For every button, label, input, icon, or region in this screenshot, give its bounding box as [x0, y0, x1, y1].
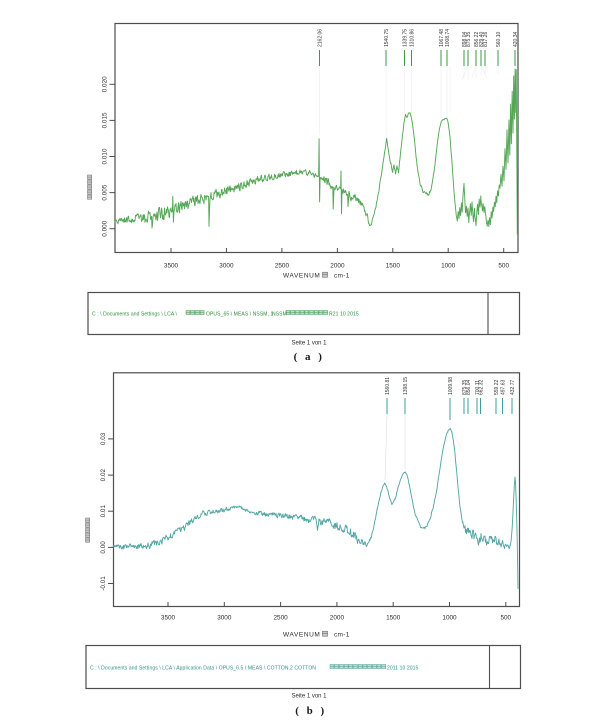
svg-text:( b ): ( b ) — [295, 705, 326, 717]
svg-text:0.00: 0.00 — [100, 541, 107, 554]
svg-text:C : \ Documents and Settings \: C : \ Documents and Settings \ LCA \ — [92, 312, 178, 318]
svg-text:1009.98: 1009.98 — [448, 377, 454, 395]
svg-text:cm-1: cm-1 — [334, 632, 350, 639]
svg-text:1000: 1000 — [442, 614, 457, 621]
svg-text:0.000: 0.000 — [102, 220, 109, 236]
svg-text:1500: 1500 — [386, 263, 401, 270]
svg-text:0.015: 0.015 — [102, 112, 109, 128]
svg-text:2000: 2000 — [330, 263, 345, 270]
svg-text:0.02: 0.02 — [100, 468, 107, 481]
svg-text:( a ): ( a ) — [294, 351, 325, 363]
svg-text:2162.06: 2162.06 — [318, 29, 324, 47]
svg-text:1398.15: 1398.15 — [403, 377, 409, 395]
svg-text:1560.81: 1560.81 — [385, 377, 391, 395]
svg-text:898.04: 898.04 — [462, 31, 468, 47]
svg-text:2500: 2500 — [275, 263, 290, 270]
svg-text:-0.01: -0.01 — [100, 576, 107, 591]
svg-text:856.04: 856.04 — [466, 379, 472, 395]
svg-text:3500: 3500 — [164, 263, 179, 270]
svg-text:R21 10 2015: R21 10 2015 — [329, 312, 359, 318]
svg-text:1500: 1500 — [386, 614, 401, 621]
svg-text:559.22: 559.22 — [494, 379, 500, 395]
svg-text:Seite 1 von 1: Seite 1 von 1 — [291, 694, 327, 700]
svg-text:560.10: 560.10 — [496, 31, 502, 47]
svg-text:0.010: 0.010 — [102, 148, 109, 164]
svg-text:497.63: 497.63 — [501, 379, 507, 395]
svg-text:1000: 1000 — [441, 263, 456, 270]
svg-text:Seite 1 von 1: Seite 1 von 1 — [291, 341, 327, 347]
svg-text:2500: 2500 — [273, 614, 288, 621]
svg-text:817.26: 817.26 — [483, 31, 489, 47]
svg-text:1067.48: 1067.48 — [439, 29, 445, 47]
svg-text:cm-1: cm-1 — [334, 273, 350, 280]
svg-text:WAVENUM: WAVENUM — [283, 273, 320, 280]
svg-text:3000: 3000 — [217, 614, 232, 621]
svg-text:C : \ Documents and Settings \: C : \ Documents and Settings \ LCA \ App… — [90, 666, 316, 672]
svg-text:1310.86: 1310.86 — [410, 29, 416, 47]
svg-text:0.005: 0.005 — [102, 184, 109, 200]
svg-text:662.32: 662.32 — [479, 379, 485, 395]
svg-text:3500: 3500 — [161, 614, 176, 621]
svg-text:875.35: 875.35 — [466, 31, 472, 47]
svg-text:420.34: 420.34 — [513, 31, 519, 47]
svg-text:NSSM: NSSM — [272, 312, 287, 318]
svg-text:700.11: 700.11 — [475, 380, 481, 395]
svg-text:2000: 2000 — [330, 614, 345, 621]
svg-text:875.35: 875.35 — [462, 379, 468, 395]
svg-text:WAVENUM: WAVENUM — [283, 632, 320, 639]
svg-text:0.020: 0.020 — [102, 76, 109, 92]
svg-text:500: 500 — [500, 614, 511, 621]
svg-text:3000: 3000 — [219, 263, 234, 270]
svg-text:1008.74: 1008.74 — [445, 29, 451, 47]
svg-text:829.40: 829.40 — [479, 31, 485, 47]
svg-text:2011 10 2015: 2011 10 2015 — [387, 666, 419, 672]
svg-text:432.77: 432.77 — [510, 379, 516, 395]
svg-text:0.01: 0.01 — [100, 505, 107, 518]
svg-text:0.03: 0.03 — [100, 432, 107, 445]
svg-text:1540.75: 1540.75 — [384, 29, 390, 47]
svg-text:500: 500 — [498, 263, 509, 270]
svg-text:OPUS_65 \ MEAS \ NSSM, 1: OPUS_65 \ MEAS \ NSSM, 1 — [206, 312, 274, 318]
svg-text:856.22: 856.22 — [474, 31, 480, 47]
svg-text:1339.75: 1339.75 — [403, 29, 409, 47]
